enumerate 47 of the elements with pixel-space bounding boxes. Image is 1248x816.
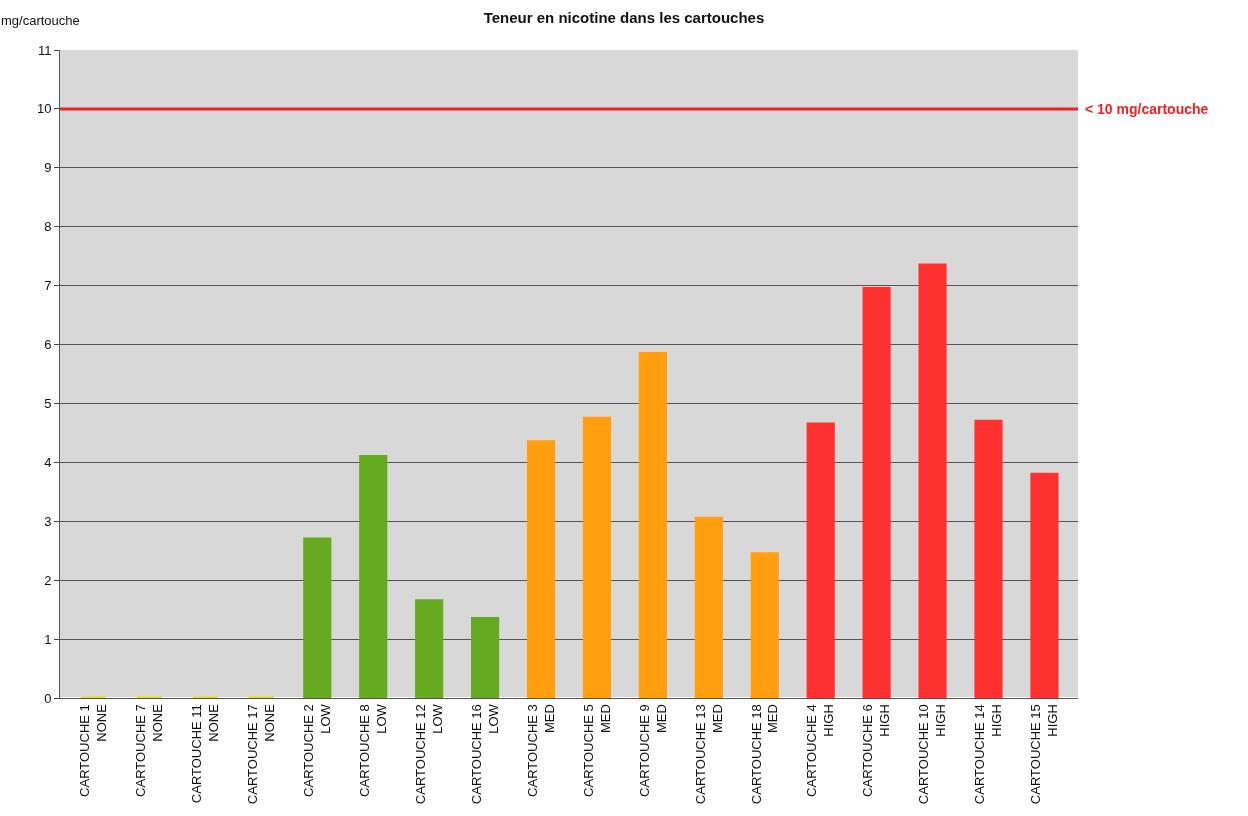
bar: [750, 552, 779, 698]
bar: [526, 440, 556, 698]
ref-line-label: < 10 mg/cartouche: [1085, 101, 1209, 117]
x-tick-label: CARTOUCHE 4 HIGH: [804, 704, 837, 797]
x-tick-label: CARTOUCHE 3 MED: [524, 704, 557, 797]
x-tick-label: CARTOUCHE 9 MED: [636, 704, 669, 797]
chart-title: Teneur en nicotine dans les cartouches: [483, 8, 765, 26]
y-tick-label: 6: [44, 337, 52, 353]
y-tick-label: 1: [44, 631, 52, 647]
bar: [359, 454, 388, 698]
y-tick-label: 0: [44, 690, 52, 706]
bar: [582, 416, 612, 698]
y-axis-title: mg/cartouche: [1, 13, 80, 28]
bar: [862, 287, 891, 698]
y-tick-label: 5: [44, 396, 52, 411]
y-tick-label: 7: [44, 278, 52, 294]
x-tick-label: CARTOUCHE 15 HIGH: [1028, 704, 1061, 805]
x-tick-label: CARTOUCHE 11 NONE: [189, 703, 222, 804]
bar: [638, 351, 667, 698]
x-tick-label: CARTOUCHE 14 HIGH: [972, 704, 1005, 805]
x-tick-label: CARTOUCHE 8 LOW: [357, 703, 389, 797]
x-tick-label: CARTOUCHE 12 LOW: [412, 703, 445, 805]
x-tick-label: CARTOUCHE 6 HIGH: [860, 704, 893, 797]
y-tick-label: 3: [44, 513, 52, 529]
y-tick-label: 2: [44, 572, 52, 588]
y-tick-label: 9: [44, 160, 52, 176]
bar: [694, 516, 723, 698]
y-tick-label: 4: [44, 454, 52, 470]
x-tick-label: CARTOUCHE 2 LOW: [301, 703, 333, 797]
y-tick-label: 8: [44, 219, 52, 235]
x-tick-label: CARTOUCHE 7 NONE: [133, 703, 166, 797]
bar: [806, 422, 835, 698]
bar: [918, 263, 947, 698]
x-tick-label: CARTOUCHE 16 LOW: [468, 703, 501, 805]
bar: [471, 616, 500, 698]
bar: [415, 599, 444, 698]
x-tick-label: CARTOUCHE 10 HIGH: [916, 704, 949, 805]
x-tick-label: CARTOUCHE 18 MED: [748, 704, 781, 805]
y-tick-label: 11: [37, 42, 52, 58]
x-tick-label: CARTOUCHE 13 MED: [692, 704, 725, 805]
bar: [1030, 472, 1059, 698]
x-tick-label: CARTOUCHE 1 NONE: [77, 703, 110, 797]
x-tick-label: CARTOUCHE 17 NONE: [245, 703, 278, 805]
bar: [303, 537, 332, 698]
y-tick-label: 10: [36, 101, 52, 117]
x-tick-label: CARTOUCHE 5 MED: [580, 704, 613, 797]
bar: [974, 419, 1003, 698]
